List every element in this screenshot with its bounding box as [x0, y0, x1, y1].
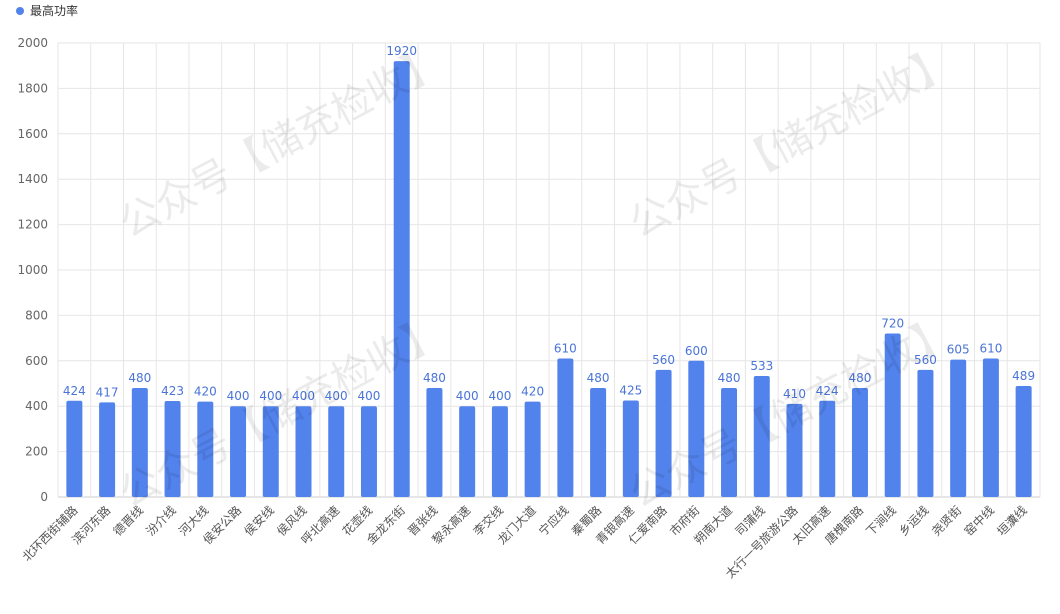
x-tick-label: 垣瀵线 [994, 503, 1030, 539]
bar[interactable] [819, 400, 836, 497]
bar[interactable] [721, 388, 738, 497]
y-tick-label: 2000 [17, 36, 48, 50]
bar[interactable] [688, 360, 705, 497]
bar-value-label: 1920 [386, 44, 417, 58]
y-tick-label: 200 [25, 445, 48, 459]
bar-value-label: 489 [1012, 369, 1035, 383]
x-tick-label: 窑中线 [961, 503, 997, 539]
bar[interactable] [753, 376, 770, 497]
bar[interactable] [1015, 385, 1032, 497]
x-tick-label: 下涧线 [863, 503, 898, 538]
bar[interactable] [491, 406, 508, 497]
x-tick-label: 北环西街辅路 [19, 503, 81, 565]
bar-value-label: 400 [358, 389, 381, 403]
bar-value-label: 480 [849, 371, 872, 385]
x-tick-label: 尧贤街 [929, 503, 964, 538]
y-tick-label: 0 [40, 490, 48, 504]
bar[interactable] [99, 402, 116, 497]
y-tick-label: 1600 [17, 127, 48, 141]
bar[interactable] [360, 406, 377, 497]
bar-value-label: 560 [914, 353, 937, 367]
bar[interactable] [393, 61, 410, 497]
y-tick-label: 1400 [17, 172, 48, 186]
bar[interactable] [884, 333, 901, 497]
bar[interactable] [622, 400, 639, 497]
legend-label: 最高功率 [30, 4, 79, 18]
y-tick-label: 800 [25, 308, 48, 322]
bar[interactable] [655, 369, 672, 497]
bar[interactable] [164, 400, 181, 497]
y-tick-label: 1000 [17, 263, 48, 277]
bar[interactable] [262, 406, 279, 497]
bar-value-label: 560 [652, 353, 675, 367]
x-tick-label: 德晋线 [110, 503, 146, 539]
y-tick-label: 600 [25, 354, 48, 368]
y-tick-label: 400 [25, 399, 48, 413]
bar-value-label: 480 [128, 371, 151, 385]
bar-value-label: 410 [783, 387, 806, 401]
bar-value-label: 424 [63, 384, 86, 398]
bar-value-label: 400 [456, 389, 479, 403]
bar[interactable] [197, 401, 214, 497]
bar[interactable] [982, 358, 999, 497]
bar-value-label: 400 [227, 389, 250, 403]
x-tick-label: 宁应线 [535, 503, 571, 539]
bar[interactable] [328, 406, 345, 497]
bar-value-label: 423 [161, 384, 184, 398]
bar-value-label: 400 [292, 389, 315, 403]
bar[interactable] [590, 388, 607, 497]
legend[interactable]: 最高功率 [16, 2, 78, 19]
bar[interactable] [131, 388, 148, 497]
bar-value-label: 400 [325, 389, 348, 403]
bar[interactable] [230, 406, 247, 497]
y-tick-label: 1200 [17, 218, 48, 232]
bar[interactable] [917, 369, 934, 497]
y-tick-label: 1800 [17, 81, 48, 95]
bar-value-label: 417 [96, 385, 119, 399]
bar-value-label: 610 [979, 342, 1002, 356]
bar[interactable] [426, 388, 443, 497]
x-tick-label: 乡运线 [896, 503, 931, 538]
bar[interactable] [459, 406, 476, 497]
bar[interactable] [66, 400, 83, 497]
legend-dot-icon [16, 6, 24, 15]
bar-value-label: 424 [816, 384, 839, 398]
bar[interactable] [851, 388, 868, 497]
bar-value-label: 425 [619, 384, 642, 398]
bar-value-label: 480 [587, 371, 610, 385]
bar[interactable] [950, 359, 967, 497]
bar-value-label: 420 [194, 385, 217, 399]
bar-value-label: 720 [881, 317, 904, 331]
bar-value-label: 533 [750, 359, 773, 373]
bar[interactable] [295, 406, 312, 497]
bar-value-label: 610 [554, 342, 577, 356]
bar-value-label: 400 [488, 389, 511, 403]
bar-value-label: 480 [423, 371, 446, 385]
x-tick-label: 侯安线 [241, 503, 277, 539]
bar[interactable] [524, 401, 541, 497]
bar-value-label: 480 [718, 371, 741, 385]
bar[interactable] [557, 358, 574, 497]
bar-value-label: 420 [521, 385, 544, 399]
bar-value-label: 400 [259, 389, 282, 403]
bar-value-label: 605 [947, 343, 970, 357]
bar-value-label: 600 [685, 344, 708, 358]
x-tick-label: 汾介线 [143, 503, 178, 538]
bar[interactable] [786, 403, 803, 497]
